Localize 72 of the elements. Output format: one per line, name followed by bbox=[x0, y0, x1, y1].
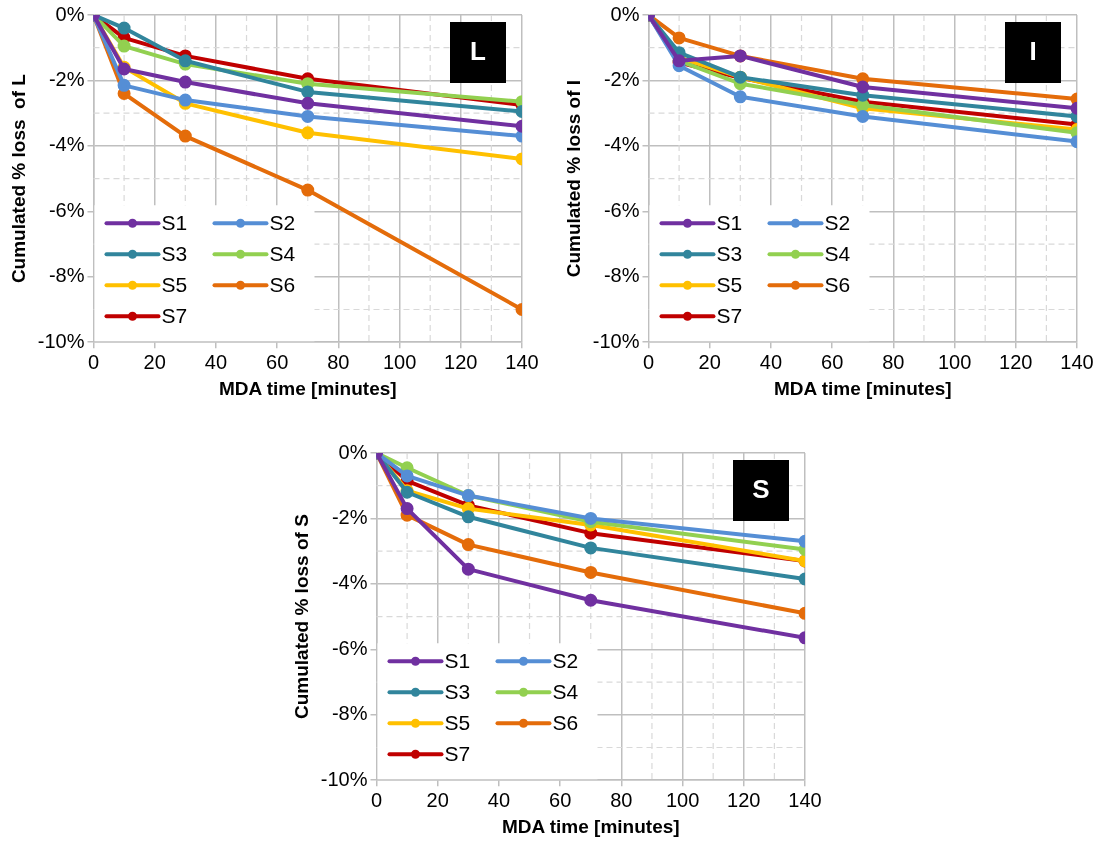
legend-label: S2 bbox=[269, 211, 296, 234]
x-tick-label: 40 bbox=[759, 350, 783, 373]
legend-label: S5 bbox=[716, 273, 743, 296]
y-tick-label: -6% bbox=[331, 636, 368, 659]
x-tick-label: 140 bbox=[788, 788, 822, 811]
legend-label: S5 bbox=[444, 711, 471, 734]
x-tick-label: 140 bbox=[1060, 350, 1094, 373]
y-tick-label: -6% bbox=[603, 198, 640, 221]
legend-label: S2 bbox=[552, 649, 579, 672]
x-tick-label: 120 bbox=[727, 788, 761, 811]
y-tick-label: -10% bbox=[592, 329, 640, 352]
y-tick-label: -10% bbox=[37, 329, 85, 352]
legend-label: S7 bbox=[161, 304, 188, 327]
legend-label: S3 bbox=[161, 242, 188, 265]
x-tick-label: 100 bbox=[937, 350, 972, 373]
legend-label: S6 bbox=[552, 711, 579, 734]
y-axis-title: Cumulated % loss of L bbox=[7, 73, 29, 284]
x-axis-title: MDA time [minutes] bbox=[218, 377, 397, 399]
x-tick-label: 0 bbox=[370, 788, 383, 811]
legend-label: S4 bbox=[552, 680, 579, 703]
x-tick-label: 100 bbox=[665, 788, 700, 811]
y-tick-label: -4% bbox=[48, 133, 85, 156]
x-tick-label: 0 bbox=[87, 350, 100, 373]
x-tick-label: 0 bbox=[642, 350, 655, 373]
legend-label: S4 bbox=[269, 242, 296, 265]
y-tick-label: -8% bbox=[48, 264, 85, 287]
y-tick-label: -4% bbox=[603, 133, 640, 156]
x-tick-label: 20 bbox=[426, 788, 449, 811]
legend-label: S7 bbox=[444, 742, 471, 765]
y-tick-label: -10% bbox=[320, 767, 368, 790]
y-axis-title: Cumulated % loss of I bbox=[562, 79, 584, 278]
y-axis-title: Cumulated % loss of S bbox=[290, 514, 312, 720]
y-tick-label: 0% bbox=[55, 2, 85, 25]
legend-label: S3 bbox=[716, 242, 743, 265]
y-tick-label: -4% bbox=[331, 571, 368, 594]
x-tick-label: 100 bbox=[382, 350, 417, 373]
annotation: S bbox=[752, 474, 770, 505]
legend-label: S6 bbox=[269, 273, 296, 296]
legend-label: S5 bbox=[161, 273, 188, 296]
annotation: L bbox=[470, 36, 487, 67]
legend-label: S1 bbox=[444, 649, 471, 672]
x-tick-label: 60 bbox=[549, 788, 572, 811]
x-tick-label: 40 bbox=[487, 788, 511, 811]
legend-label: S4 bbox=[824, 242, 851, 265]
y-tick-label: -8% bbox=[603, 264, 640, 287]
x-tick-label: 40 bbox=[204, 350, 228, 373]
x-tick-label: 80 bbox=[882, 350, 905, 373]
x-axis-title: MDA time [minutes] bbox=[773, 377, 952, 399]
y-tick-label: -2% bbox=[331, 505, 368, 528]
x-tick-label: 20 bbox=[698, 350, 721, 373]
x-tick-label: 140 bbox=[505, 350, 539, 373]
legend-label: S1 bbox=[161, 211, 188, 234]
legend-label: S6 bbox=[824, 273, 851, 296]
x-tick-label: 80 bbox=[610, 788, 633, 811]
legend-label: S7 bbox=[716, 304, 743, 327]
x-tick-label: 80 bbox=[327, 350, 350, 373]
y-tick-label: 0% bbox=[610, 2, 640, 25]
legend-label: S2 bbox=[824, 211, 851, 234]
y-tick-label: -8% bbox=[331, 702, 368, 725]
y-tick-label: -2% bbox=[48, 67, 85, 90]
y-tick-label: -2% bbox=[603, 67, 640, 90]
y-tick-label: 0% bbox=[338, 440, 368, 463]
legend-label: S1 bbox=[716, 211, 743, 234]
x-tick-label: 120 bbox=[999, 350, 1033, 373]
x-tick-label: 60 bbox=[266, 350, 289, 373]
legend-label: S3 bbox=[444, 680, 471, 703]
annotation: I bbox=[1029, 36, 1037, 67]
x-axis-title: MDA time [minutes] bbox=[501, 815, 680, 837]
y-tick-label: -6% bbox=[48, 198, 85, 221]
x-tick-label: 20 bbox=[143, 350, 166, 373]
x-tick-label: 60 bbox=[821, 350, 844, 373]
x-tick-label: 120 bbox=[444, 350, 478, 373]
